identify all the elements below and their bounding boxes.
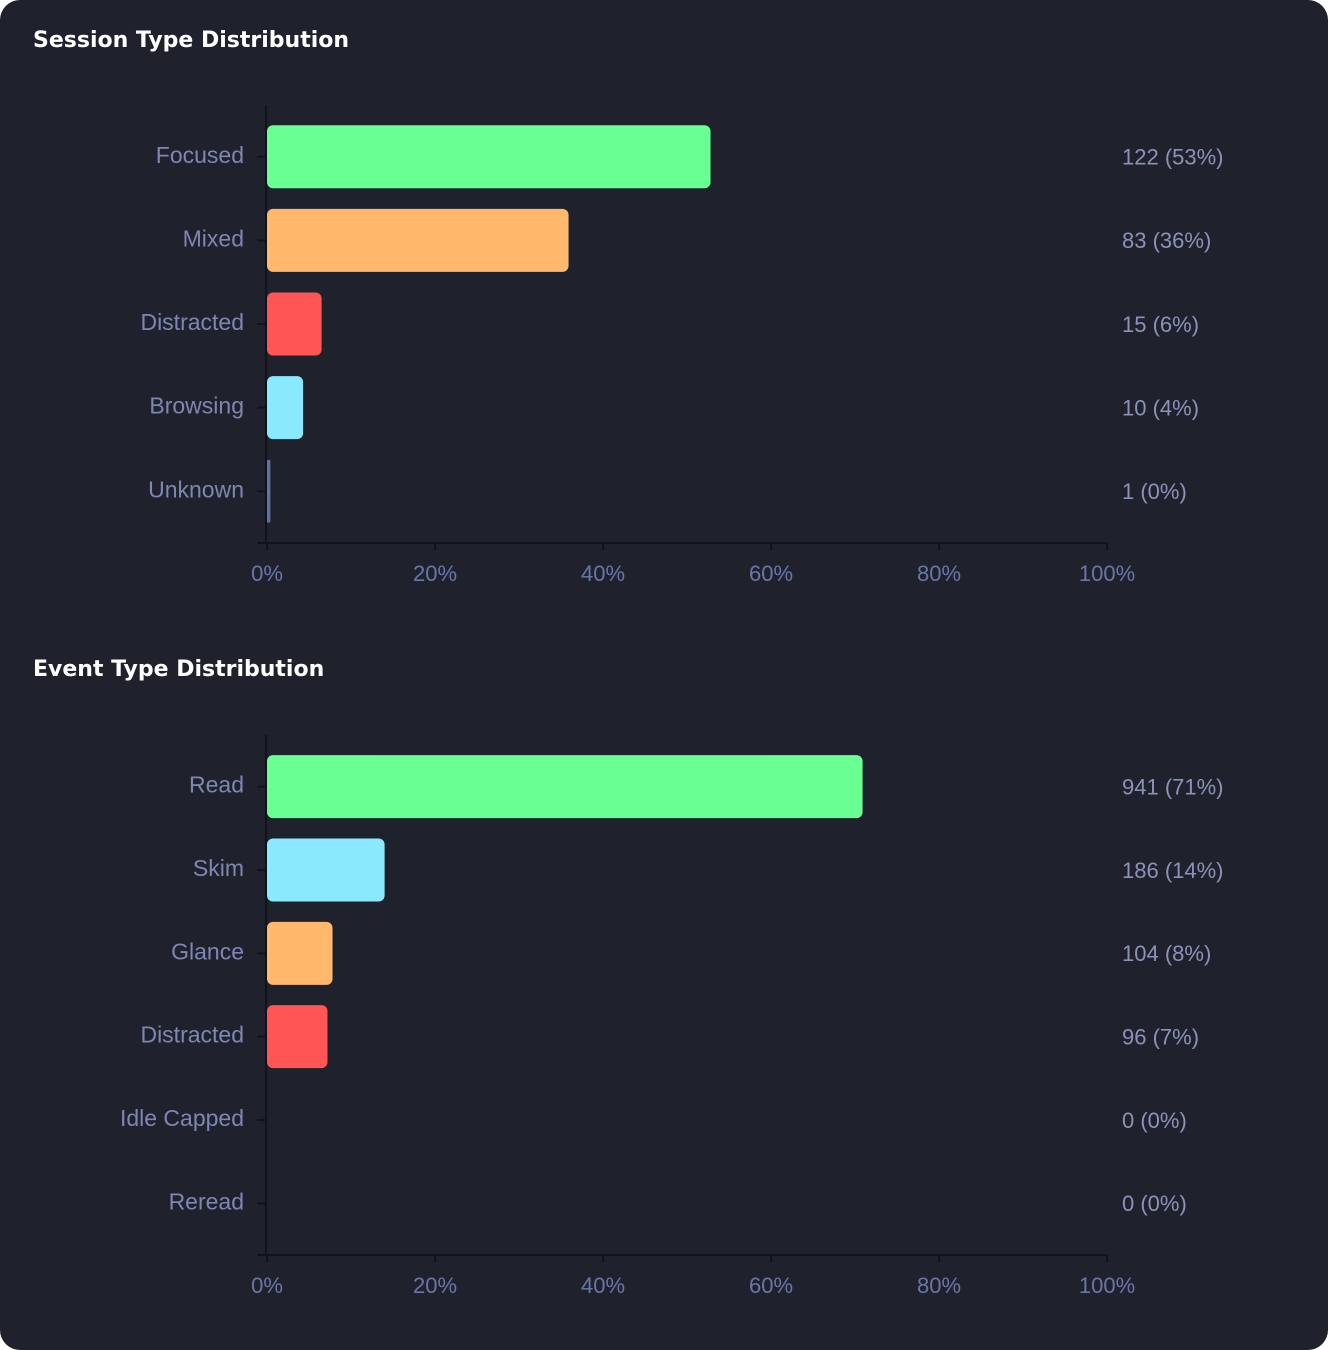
x-tick-label: 0% [251,561,283,586]
y-tick-label: Read [189,772,244,798]
value-label: 96 (7%) [1122,1024,1199,1049]
bar [267,376,304,440]
chart-title: Session Type Distribution [33,28,349,53]
x-tick-label: 80% [917,1273,961,1298]
x-tick-label: 60% [749,1273,793,1298]
x-tick-label: 20% [413,561,457,586]
x-tick-label: 60% [749,561,793,586]
bar [267,292,322,356]
value-label: 104 (8%) [1122,941,1211,966]
x-tick-label: 100% [1079,1273,1135,1298]
y-tick-label: Skim [193,855,244,881]
y-tick-label: Mixed [183,225,244,251]
x-tick-label: 0% [251,1273,283,1298]
y-tick-label: Focused [156,142,244,168]
bar [267,1005,328,1069]
value-label: 122 (53%) [1122,145,1224,170]
y-tick-label: Glance [171,938,244,964]
bar [267,125,711,189]
value-label: 0 (0%) [1122,1191,1187,1216]
value-label: 941 (71%) [1122,774,1224,799]
bar [267,921,333,985]
bar [267,755,863,819]
y-tick-label: Unknown [148,476,244,502]
x-tick-label: 80% [917,561,961,586]
value-label: 0 (0%) [1122,1108,1187,1133]
value-label: 10 (4%) [1122,395,1199,420]
y-tick-label: Idle Capped [120,1105,244,1131]
value-label: 1 (0%) [1122,479,1187,504]
x-tick-label: 100% [1079,561,1135,586]
x-tick-label: 20% [413,1273,457,1298]
chart-title: Event Type Distribution [33,657,324,682]
y-tick-label: Reread [169,1188,244,1214]
y-tick-label: Distracted [140,309,244,335]
x-tick-label: 40% [581,1273,625,1298]
bar [267,208,569,272]
value-label: 83 (36%) [1122,228,1211,253]
value-label: 15 (6%) [1122,312,1199,337]
x-tick-label: 40% [581,561,625,586]
bar [267,459,271,523]
y-tick-label: Distracted [140,1022,244,1048]
y-tick-label: Browsing [149,393,244,419]
bar [267,838,385,902]
value-label: 186 (14%) [1122,858,1224,883]
